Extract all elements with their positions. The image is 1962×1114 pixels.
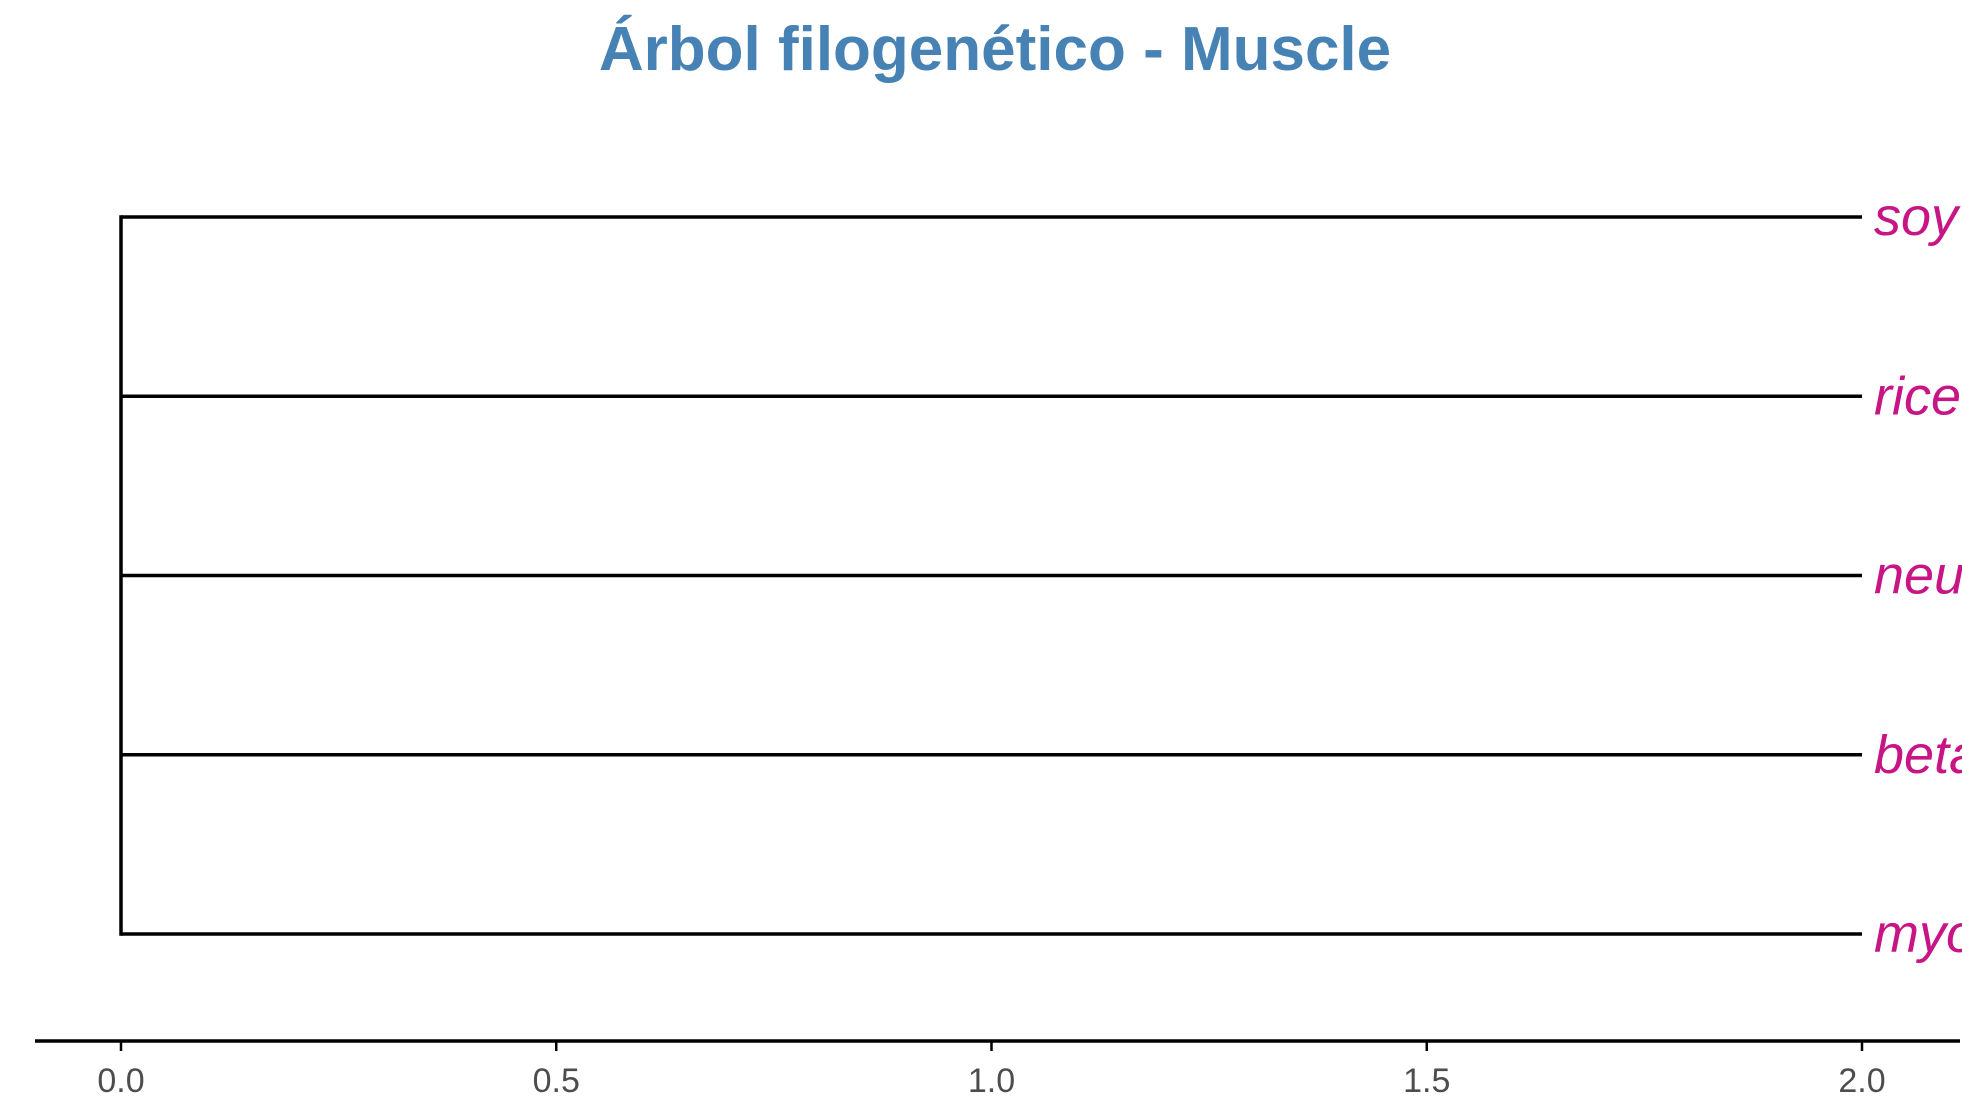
- tip-label-myo: myo: [1874, 904, 1962, 964]
- x-tick-label: 1.5: [1403, 1062, 1450, 1100]
- tip-label-neu: neu: [1874, 546, 1962, 606]
- x-axis: 0.0 0.5 1.0 1.5 2.0: [35, 1039, 1960, 1100]
- x-tick-label: 1.0: [968, 1062, 1015, 1100]
- x-tick-label: 0.0: [97, 1062, 144, 1100]
- x-tick-label: 2.0: [1838, 1062, 1885, 1100]
- tree-branches: [119, 215, 1862, 936]
- x-tick-label: 0.5: [533, 1062, 580, 1100]
- tip-labels: soy rice neu beta myo: [1874, 187, 1962, 964]
- tip-label-beta: beta: [1874, 725, 1962, 785]
- tip-label-rice: rice: [1874, 366, 1961, 426]
- tip-label-soy: soy: [1874, 187, 1961, 247]
- chart-title: Árbol filogenético - Muscle: [599, 15, 1391, 84]
